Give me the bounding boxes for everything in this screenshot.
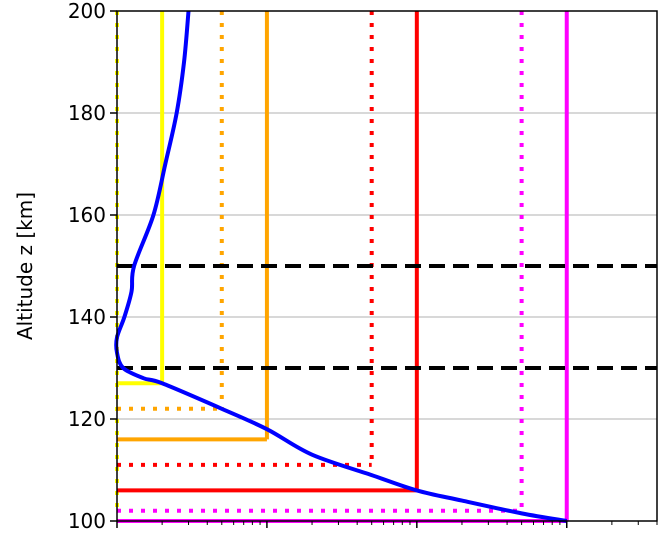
profile-layer: [114, 10, 568, 523]
y-tick-label: 100: [68, 509, 106, 533]
y-tick-label: 180: [68, 101, 106, 125]
profile-curve: [114, 10, 568, 523]
y-tick-label: 160: [68, 203, 106, 227]
axes-layer: 100 120 140 160 180 200: [68, 0, 658, 533]
y-axis-label: Altitude z [km]: [13, 192, 37, 340]
y-tick-label: 120: [68, 407, 106, 431]
reference-lines-layer: [115, 11, 657, 523]
y-tick-label: 140: [68, 305, 106, 329]
y-tick-label: 200: [68, 0, 106, 23]
plot-frame: [116, 10, 658, 522]
